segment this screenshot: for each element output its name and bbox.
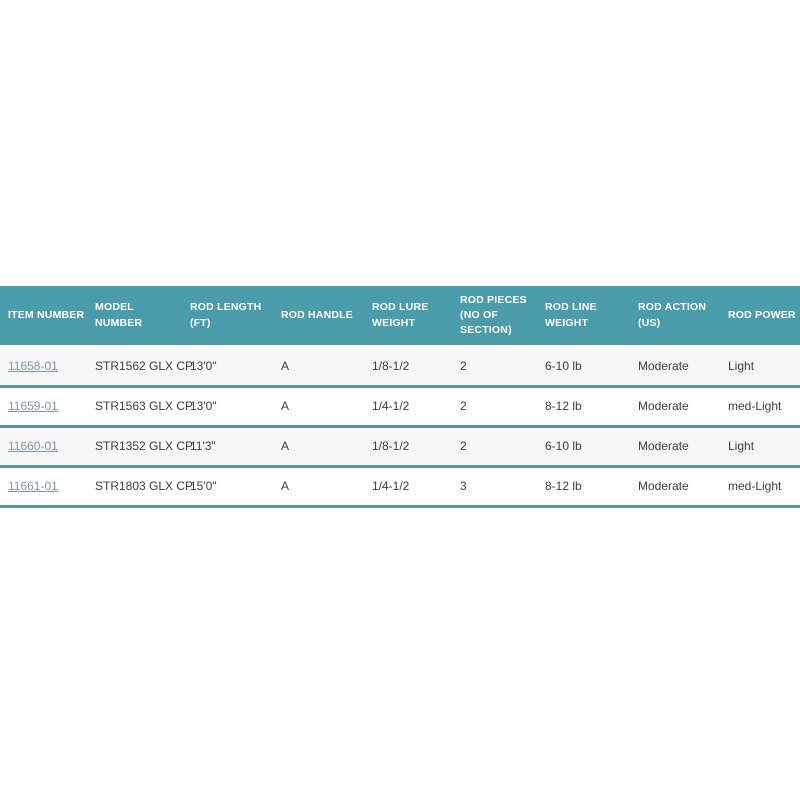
table-body: 11658-01 STR1562 GLX CP 13'0" A 1/8-1/2 … [0, 346, 800, 506]
column-header-item-number: ITEM NUMBER [0, 286, 87, 347]
header-row: ITEM NUMBER MODEL NUMBER ROD LENGTH (FT)… [0, 286, 800, 347]
cell-rod-line-weight: 8-12 lb [545, 399, 582, 413]
cell-rod-action: Moderate [638, 439, 689, 453]
cell-rod-handle: A [281, 399, 290, 413]
cell-rod-length: 13'0" [190, 399, 217, 413]
cell-model-number: STR1352 GLX CP [95, 439, 194, 453]
column-header-rod-length: ROD LENGTH (FT) [182, 286, 273, 347]
item-number-link[interactable]: 11659-01 [8, 399, 58, 413]
cell-model-number: STR1803 GLX CP [95, 479, 194, 493]
cell-model-number: STR1563 GLX CP [95, 399, 194, 413]
cell-item-number: 11659-01 [0, 386, 87, 426]
rod-specs-table: ITEM NUMBER MODEL NUMBER ROD LENGTH (FT)… [0, 286, 800, 508]
table-row: 11661-01 STR1803 GLX CP 15'0" A 1/4-1/2 … [0, 466, 800, 506]
cell-rod-pieces: 2 [460, 439, 467, 453]
cell-item-number: 11658-01 [0, 346, 87, 386]
column-header-rod-pieces: ROD PIECES (NO OF SECTION) [452, 286, 537, 347]
cell-rod-lure-weight: 1/4-1/2 [372, 399, 410, 413]
cell-rod-line-weight: 8-12 lb [545, 479, 582, 493]
table-row: 11660-01 STR1352 GLX CP 11'3" A 1/8-1/2 … [0, 426, 800, 466]
cell-rod-handle: A [281, 439, 290, 453]
cell-rod-power: med-Light [728, 399, 782, 413]
page: ITEM NUMBER MODEL NUMBER ROD LENGTH (FT)… [0, 286, 800, 508]
cell-rod-power: Light [728, 358, 755, 373]
cell-rod-pieces: 2 [460, 358, 467, 373]
cell-rod-length: 13'0" [190, 358, 217, 373]
cell-rod-line-weight: 6-10 lb [545, 358, 582, 373]
cell-rod-lure-weight: 1/8-1/2 [372, 439, 410, 453]
table-row: 11658-01 STR1562 GLX CP 13'0" A 1/8-1/2 … [0, 346, 800, 386]
cell-item-number: 11661-01 [0, 466, 87, 506]
column-header-rod-lure-weight: ROD LURE WEIGHT [364, 286, 452, 347]
item-number-link[interactable]: 11660-01 [8, 439, 58, 453]
cell-rod-length: 15'0" [190, 479, 217, 493]
cell-item-number: 11660-01 [0, 426, 87, 466]
item-number-link[interactable]: 11658-01 [8, 358, 58, 373]
cell-rod-action: Moderate [638, 479, 689, 493]
cell-rod-handle: A [281, 479, 290, 493]
cell-rod-pieces: 2 [460, 399, 467, 413]
cell-rod-line-weight: 6-10 lb [545, 439, 582, 453]
cell-rod-lure-weight: 1/8-1/2 [372, 358, 410, 373]
cell-rod-action: Moderate [638, 358, 689, 373]
column-header-rod-handle: ROD HANDLE [273, 286, 364, 347]
column-header-rod-line-weight: ROD LINE WEIGHT [537, 286, 630, 347]
cell-rod-handle: A [281, 358, 290, 373]
cell-rod-pieces: 3 [460, 479, 467, 493]
cell-model-number: STR1562 GLX CP [95, 358, 194, 373]
cell-rod-power: med-Light [728, 479, 782, 493]
table-header: ITEM NUMBER MODEL NUMBER ROD LENGTH (FT)… [0, 286, 800, 347]
cell-rod-lure-weight: 1/4-1/2 [372, 479, 410, 493]
column-header-model-number: MODEL NUMBER [87, 286, 182, 347]
cell-rod-action: Moderate [638, 399, 689, 413]
cell-rod-power: Light [728, 439, 755, 453]
column-header-rod-power: ROD POWER [720, 286, 800, 347]
cell-rod-length: 11'3" [190, 439, 216, 453]
item-number-link[interactable]: 11661-01 [8, 479, 58, 493]
column-header-rod-action: ROD ACTION (US) [630, 286, 720, 347]
table-row: 11659-01 STR1563 GLX CP 13'0" A 1/4-1/2 … [0, 386, 800, 426]
